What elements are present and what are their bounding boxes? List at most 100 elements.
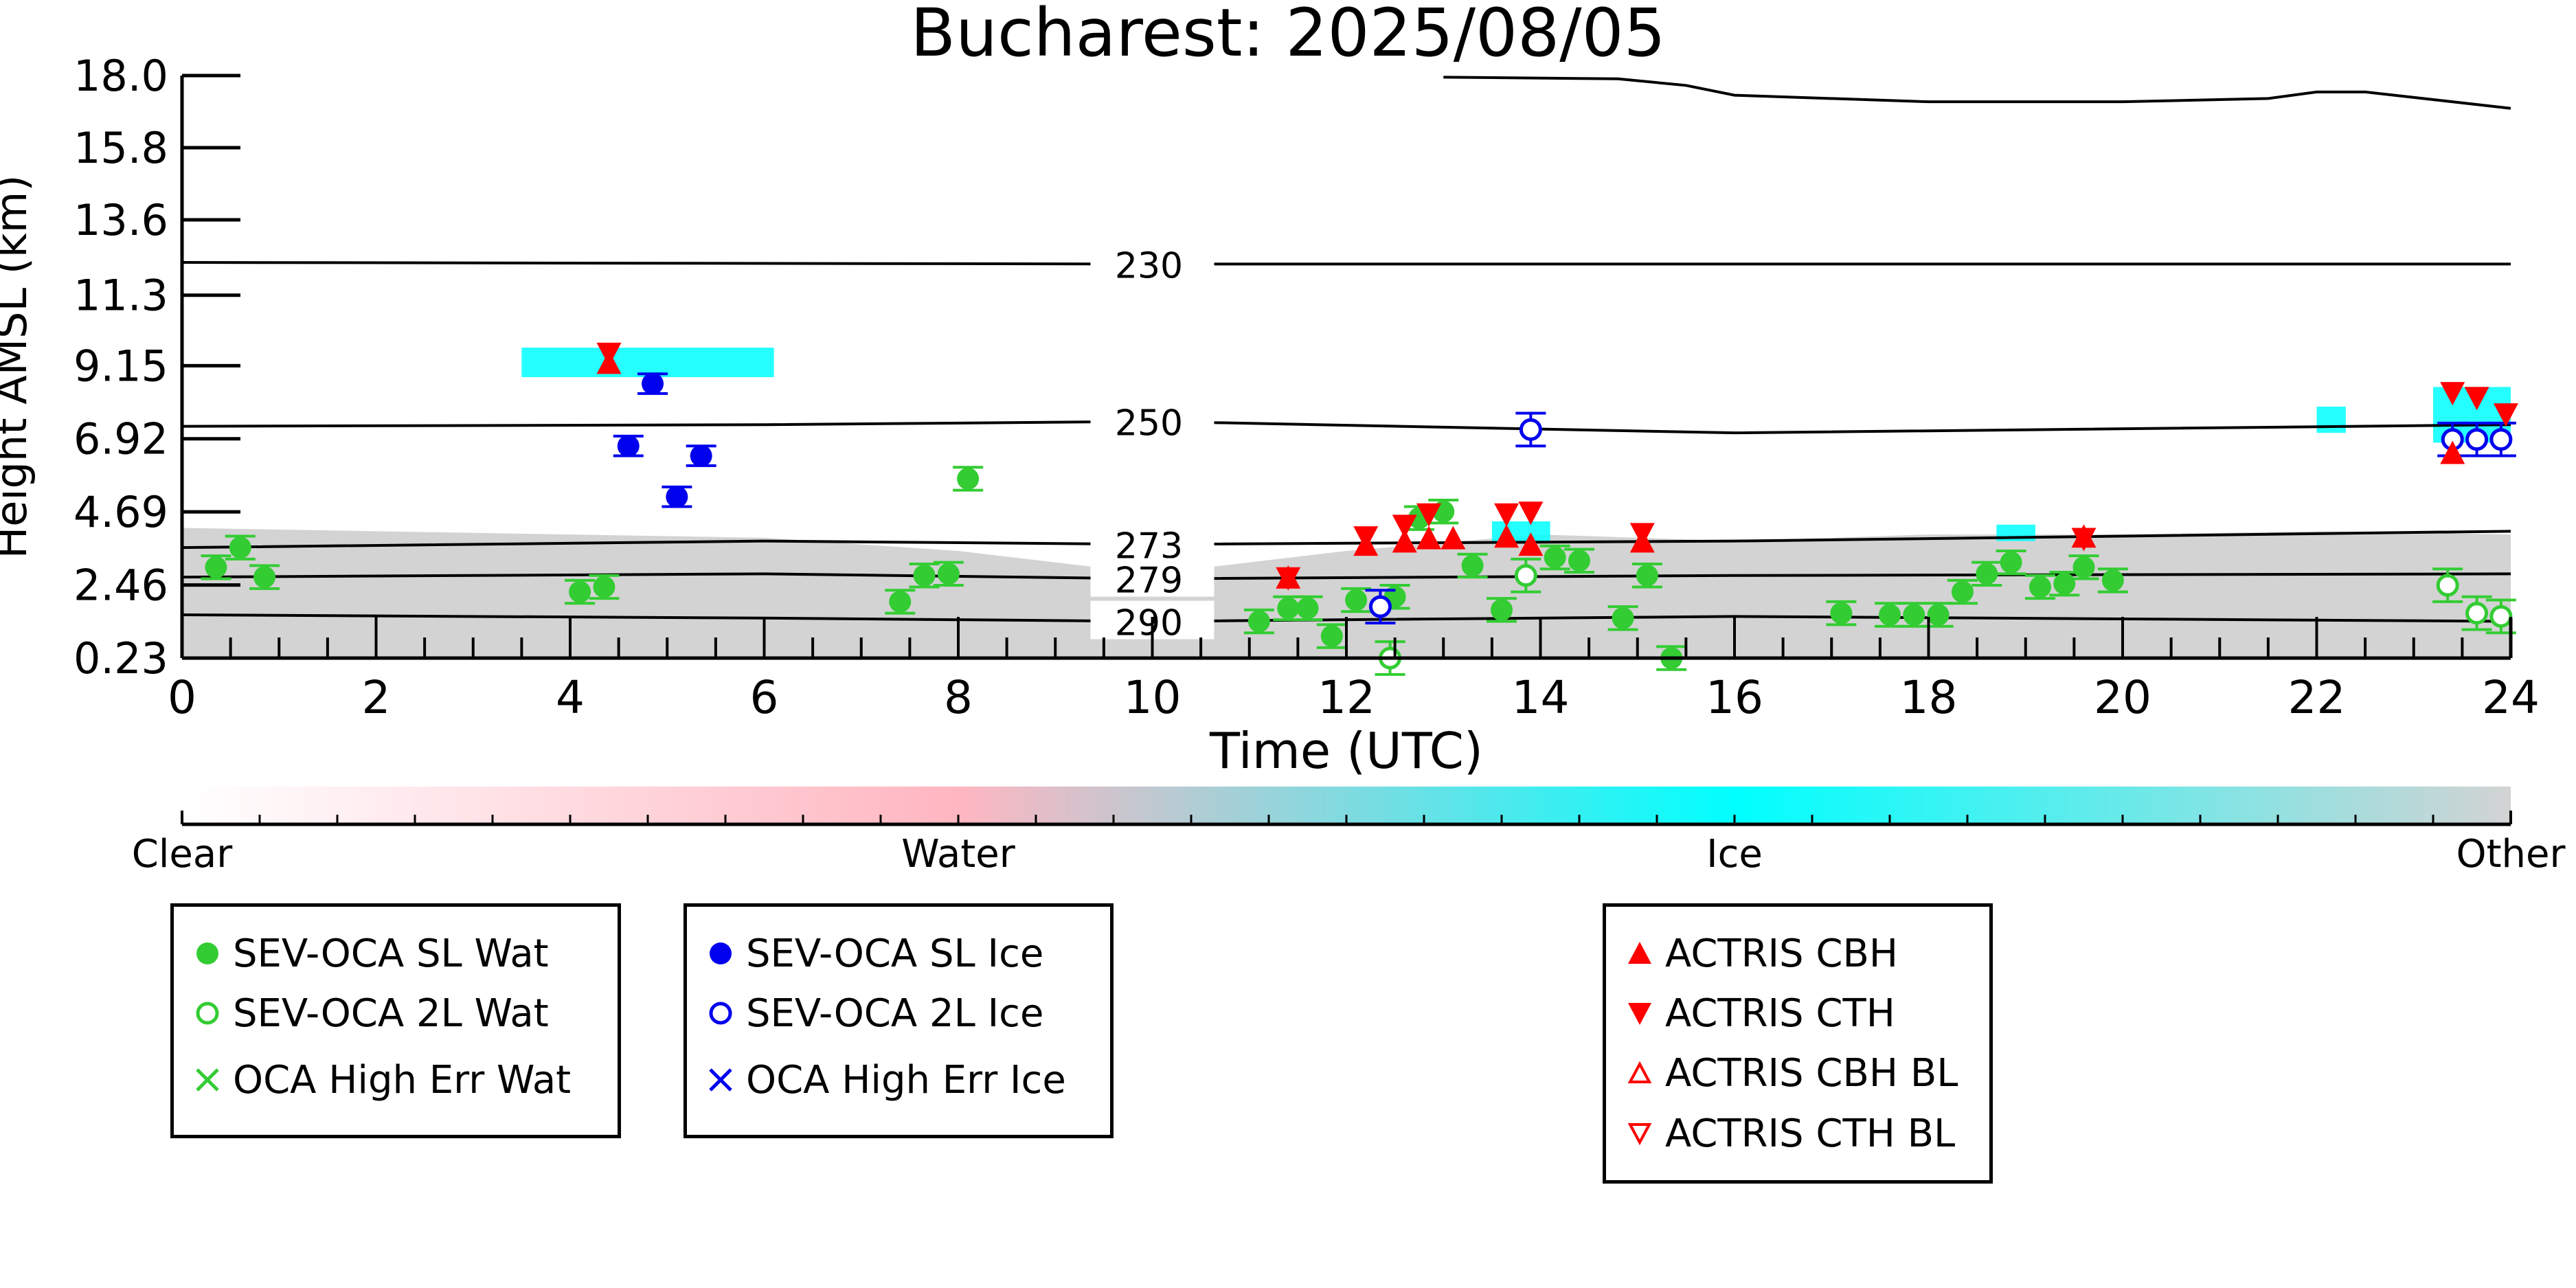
isotherm-label-279: 279: [1115, 561, 1183, 602]
legend-item-actris-cbh: ACTRIS CBH: [1624, 931, 1898, 976]
chart-title: Bucharest: 2025/08/05: [910, 0, 1666, 71]
actris-cth-point-2: [1353, 526, 1379, 550]
x-tick-label-12: 24: [2482, 671, 2540, 724]
sev-oca-sl-wat-point-24: [1830, 602, 1853, 624]
legend-label: OCA High Err Wat: [233, 1057, 572, 1103]
x-tick-label-5: 10: [1124, 671, 1182, 724]
y-axis-label: Height AMSL (km): [0, 175, 36, 559]
y-tick-label-6: 13.6: [74, 195, 168, 245]
isotherm-label-bg-279: [1090, 558, 1214, 597]
y-tick-label-4: 9.15: [74, 341, 168, 391]
actris-cth-point-1: [1276, 567, 1301, 591]
sev-oca-sl-wat-point-17: [1461, 554, 1484, 577]
x-tick-label-0: 0: [168, 671, 196, 724]
actris-cth-point-3: [1392, 515, 1417, 539]
sev-oca-sl-wat-point-28: [1951, 580, 1974, 603]
ice-cloud-region-3: [2316, 406, 2346, 433]
sev-oca-sl-ice-point-2: [666, 486, 688, 508]
isotherm-line-230: [182, 261, 2511, 266]
x-tick-label-10: 20: [2094, 671, 2151, 724]
actris-cth-point-4: [1416, 503, 1442, 527]
x-tick-label-7: 14: [1512, 671, 1570, 724]
isotherm-label-bg-273: [1090, 523, 1214, 563]
legend-label: ACTRIS CTH BL: [1665, 1111, 1956, 1156]
colorbar-label-other: Other: [2456, 832, 2566, 877]
actris-cbh-point-7: [1518, 532, 1544, 556]
y-tick-label-1: 2.46: [74, 561, 168, 611]
sev-oca-sl-wat-point-27: [1927, 604, 1950, 626]
down-triangle-icon: [1628, 1003, 1651, 1025]
x-tick-label-6: 12: [1318, 671, 1375, 724]
isotherm-label-290: 290: [1115, 603, 1183, 644]
x-marker-icon: [709, 1068, 732, 1092]
legend-item-sev-oca-2l-wat: SEV-OCA 2L Wat: [192, 991, 549, 1036]
sev-oca-sl-wat-point-11: [1296, 597, 1319, 620]
y-tick-label-0: 0.23: [74, 633, 168, 683]
actris-cth-point-10: [2464, 387, 2489, 411]
x-tick-label-3: 6: [750, 671, 779, 724]
up-triangle-icon: [1628, 942, 1651, 964]
actris-cth-point-5: [1494, 503, 1519, 527]
actris-cth-point-0: [596, 342, 622, 366]
actris-cth-point-9: [2440, 382, 2465, 406]
actris-cth-point-6: [1518, 501, 1544, 526]
sev-oca-2l-ice-point-3: [2465, 428, 2489, 451]
sev-oca-sl-wat-point-1: [229, 536, 251, 559]
sev-oca-sl-wat-point-18: [1491, 598, 1513, 621]
sev-oca-sl-wat-point-19: [1544, 546, 1566, 569]
sev-oca-sl-wat-point-13: [1345, 589, 1368, 611]
filled-circle-icon: [196, 942, 218, 964]
legend-label: SEV-OCA SL Ice: [746, 931, 1044, 976]
isotherm-label-bg-230: [1090, 243, 1214, 282]
sev-oca-sl-wat-point-12: [1320, 625, 1343, 648]
colorbar-label-water: Water: [901, 832, 1016, 877]
sev-oca-2l-wat-point-3: [2465, 602, 2489, 625]
actris-cbh-point-4: [1416, 526, 1442, 550]
sev-oca-sl-ice-point-1: [617, 435, 640, 457]
sev-oca-sl-wat-point-3: [569, 580, 591, 603]
open-down-triangle-icon: [1627, 1123, 1652, 1146]
legend-label: SEV-OCA SL Wat: [233, 931, 549, 976]
sev-oca-2l-wat-point-2: [2436, 574, 2459, 597]
ice-cloud-region-0: [521, 348, 774, 378]
sev-oca-sl-wat-point-34: [2101, 569, 2124, 591]
actris-cth-point-8: [2071, 528, 2097, 552]
isotherm-label-250: 250: [1115, 403, 1183, 444]
sev-oca-sl-wat-point-26: [1903, 604, 1925, 626]
actris-cth-point-7: [1629, 523, 1655, 547]
x-axis-label: Time (UTC): [1209, 722, 1483, 780]
legend-item-oca-high-err-ice: OCA High Err Ice: [705, 1058, 1066, 1103]
legend-label: ACTRIS CTH: [1665, 991, 1895, 1036]
x-tick-label-1: 2: [362, 671, 391, 724]
sev-oca-sl-ice-point-3: [690, 444, 712, 467]
x-tick-label-8: 16: [1706, 671, 1763, 724]
actris-cbh-point-10: [2440, 440, 2465, 464]
actris-cbh-point-3: [1392, 529, 1417, 553]
sev-oca-sl-wat-point-32: [2053, 572, 2076, 595]
x-tick-label-9: 18: [1900, 671, 1958, 724]
sev-oca-2l-ice-point-4: [2489, 428, 2513, 451]
isotherm-label-230: 230: [1115, 245, 1183, 286]
actris-cbh-point-6: [1494, 524, 1519, 548]
sev-oca-sl-wat-point-4: [593, 576, 615, 598]
sev-oca-2l-wat-point-1: [1514, 564, 1537, 587]
y-tick-label-8: 18.0: [74, 51, 168, 101]
open-circle-icon: [709, 1002, 732, 1025]
sev-oca-sl-wat-point-5: [889, 590, 912, 613]
x-tick-label-11: 22: [2288, 671, 2346, 724]
legend-actris: ACTRIS CBH ACTRIS CTH ACTRIS CBH BL ACTR…: [1603, 903, 1993, 1184]
sev-oca-sl-wat-point-29: [1976, 563, 1998, 585]
legend-item-actris-cbh-bl: ACTRIS CBH BL: [1624, 1051, 1958, 1096]
y-tick-label-2: 4.69: [74, 487, 168, 537]
colorbar-label-clear: Clear: [132, 832, 233, 877]
open-up-triangle-icon: [1627, 1061, 1652, 1083]
actris-cbh-point-5: [1440, 526, 1466, 550]
tropopause-line: [1443, 76, 2511, 110]
sev-oca-sl-wat-point-33: [2072, 556, 2095, 578]
sev-oca-sl-wat-point-7: [937, 563, 960, 585]
filled-circle-icon: [710, 942, 732, 964]
legend-item-sev-oca-2l-ice: SEV-OCA 2L Ice: [705, 991, 1044, 1036]
sev-oca-sl-wat-point-2: [253, 566, 276, 589]
legend-label: SEV-OCA 2L Ice: [746, 991, 1044, 1036]
